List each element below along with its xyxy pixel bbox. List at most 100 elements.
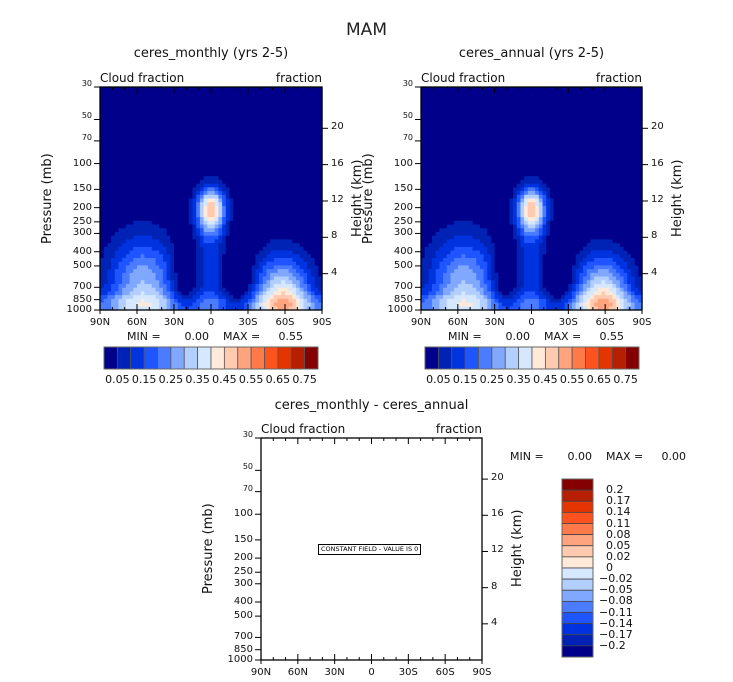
contour-cell: [457, 246, 463, 252]
contour-cell: [151, 280, 157, 285]
contour-cell: [450, 194, 455, 200]
contour-cell: [122, 246, 127, 252]
contour-cell: [318, 213, 323, 218]
contour-cell: [122, 105, 127, 110]
contour-cell: [443, 191, 448, 196]
contour-cell: [207, 306, 212, 311]
contour-cell: [151, 168, 157, 174]
contour-cell: [310, 302, 316, 307]
contour-cell: [148, 224, 153, 229]
contour-cell: [214, 280, 219, 285]
contour-cell: [162, 142, 168, 148]
contour-cell: [421, 306, 426, 311]
contour-cell: [118, 272, 123, 278]
contour-cell: [285, 254, 290, 259]
contour-cell: [107, 287, 112, 293]
contour-cell: [299, 235, 305, 240]
contour-cell: [137, 161, 142, 166]
contour-cell: [207, 283, 212, 289]
contour-cell: [144, 254, 149, 259]
contour-cell: [118, 105, 123, 110]
contour-cell: [288, 131, 293, 136]
contour-cell: [196, 224, 201, 229]
contour-cell: [181, 306, 186, 311]
contour-cell: [162, 191, 168, 196]
contour-cell: [479, 272, 485, 278]
contour-cell: [273, 194, 279, 200]
contour-cell: [498, 239, 503, 244]
contour-cell: [259, 127, 264, 133]
contour-cell: [450, 287, 455, 293]
contour-cell: [207, 187, 212, 192]
contour-cell: [465, 94, 470, 99]
contour-cell: [303, 220, 308, 226]
contour-cell: [472, 213, 477, 218]
contour-cell: [155, 257, 160, 263]
contour-cell: [285, 176, 290, 181]
contour-cell: [151, 220, 157, 226]
contour-cell: [465, 139, 470, 144]
contour-cell: [118, 109, 123, 114]
contour-cell: [103, 172, 108, 177]
contour-cell: [125, 295, 131, 300]
contour-cell: [229, 280, 234, 285]
contour-cell: [443, 291, 448, 296]
contour-cell: [266, 250, 271, 255]
contour-cell: [199, 90, 205, 96]
contour-cell: [266, 90, 271, 96]
contour-cell: [214, 198, 219, 203]
contour-cell: [461, 257, 466, 263]
contour-cell: [181, 243, 186, 248]
contour-cell: [218, 295, 223, 300]
contour-cell: [465, 116, 470, 122]
contour-cell: [262, 165, 268, 170]
contour-cell: [454, 105, 459, 110]
contour-cell: [303, 135, 308, 140]
contour-cell: [454, 183, 459, 188]
contour-cell: [236, 298, 242, 304]
contour-cell: [196, 161, 201, 166]
contour-cell: [465, 168, 470, 174]
contour-cell: [432, 131, 437, 136]
contour-cell: [255, 150, 260, 155]
contour-cell: [310, 202, 316, 207]
contour-cell: [100, 239, 105, 244]
contour-cell: [148, 176, 153, 181]
contour-cell: [166, 194, 171, 200]
contour-cell: [450, 306, 455, 311]
contour-cell: [465, 157, 470, 162]
contour-cell: [461, 105, 466, 110]
contour-cell: [494, 276, 499, 281]
contour-cell: [166, 298, 171, 304]
contour-cell: [236, 116, 242, 122]
contour-cell: [465, 231, 470, 237]
contour-cell: [439, 146, 444, 151]
contour-cell: [259, 298, 264, 304]
contour-cell: [244, 243, 249, 248]
contour-cell: [244, 276, 249, 281]
contour-cell: [159, 135, 164, 140]
contour-cell: [421, 202, 426, 207]
contour-cell: [196, 168, 201, 174]
contour-cell: [111, 291, 116, 296]
contour-cell: [162, 187, 168, 192]
contour-cell: [111, 187, 116, 192]
contour-cell: [270, 220, 275, 226]
contour-cell: [185, 209, 190, 214]
contour-cell: [303, 261, 308, 266]
contour-cell: [476, 194, 481, 200]
contour-cell: [428, 142, 433, 148]
contour-cell: [277, 168, 282, 174]
contour-cell: [144, 205, 149, 211]
contour-cell: [214, 295, 219, 300]
contour-cell: [468, 176, 474, 181]
contour-cell: [177, 254, 182, 259]
contour-cell: [439, 287, 444, 293]
contour-cell: [211, 272, 216, 278]
contour-cell: [129, 176, 134, 181]
contour-cell: [240, 220, 245, 226]
contour-cell: [468, 142, 474, 148]
contour-cell: [439, 124, 444, 129]
contour-cell: [490, 302, 496, 307]
contour-cell: [483, 291, 488, 296]
